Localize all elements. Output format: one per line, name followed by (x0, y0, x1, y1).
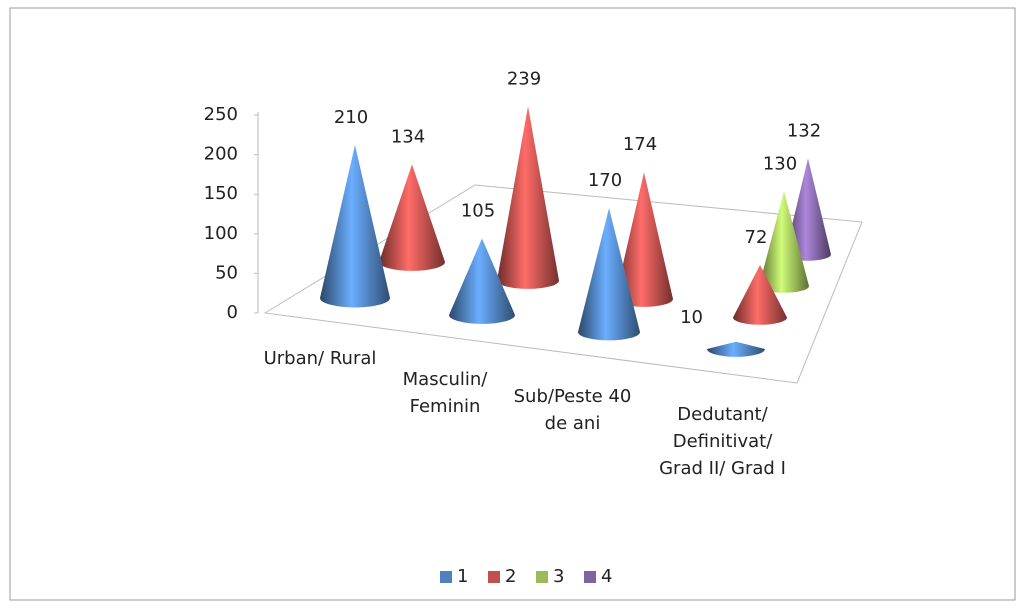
data-label: 170 (588, 170, 622, 191)
data-label: 105 (461, 200, 495, 221)
y-tick-label: 150 (204, 183, 238, 204)
legend-swatch (488, 571, 500, 583)
y-tick-label: 250 (204, 104, 238, 125)
legend-label: 3 (553, 566, 564, 587)
data-label: 72 (745, 227, 768, 248)
cone (707, 341, 765, 357)
cone (449, 238, 515, 324)
legend-swatch (584, 571, 596, 583)
legend-label: 1 (457, 566, 468, 587)
x-tick-label: Dedutant/ Definitivat/ Grad II/ Grad I (659, 404, 786, 479)
legend-swatch (440, 571, 452, 583)
y-tick-label: 0 (227, 302, 238, 323)
data-label: 210 (334, 107, 368, 128)
cone (733, 265, 787, 325)
x-tick-label: Urban/ Rural (263, 348, 377, 369)
data-label: 174 (623, 134, 657, 155)
x-tick-label: Sub/Peste 40 de ani (513, 386, 632, 434)
legend-label: 2 (505, 566, 516, 587)
y-tick-label: 100 (204, 223, 238, 244)
data-label: 134 (391, 126, 425, 147)
cone (497, 106, 559, 289)
cone (320, 144, 390, 308)
data-label: 239 (507, 68, 541, 89)
cone (578, 208, 640, 341)
cone (759, 191, 809, 293)
data-label: 10 (680, 307, 703, 328)
data-label: 130 (763, 153, 797, 174)
cone (785, 158, 831, 261)
cone (379, 164, 445, 271)
y-tick-label: 50 (215, 262, 238, 283)
cone (615, 172, 673, 307)
data-label: 132 (787, 120, 821, 141)
legend-swatch (536, 571, 548, 583)
legend-label: 4 (601, 566, 612, 587)
x-tick-label: Masculin/ Feminin (402, 369, 488, 417)
chart-border (9, 7, 1016, 601)
y-tick-label: 200 (204, 144, 238, 165)
